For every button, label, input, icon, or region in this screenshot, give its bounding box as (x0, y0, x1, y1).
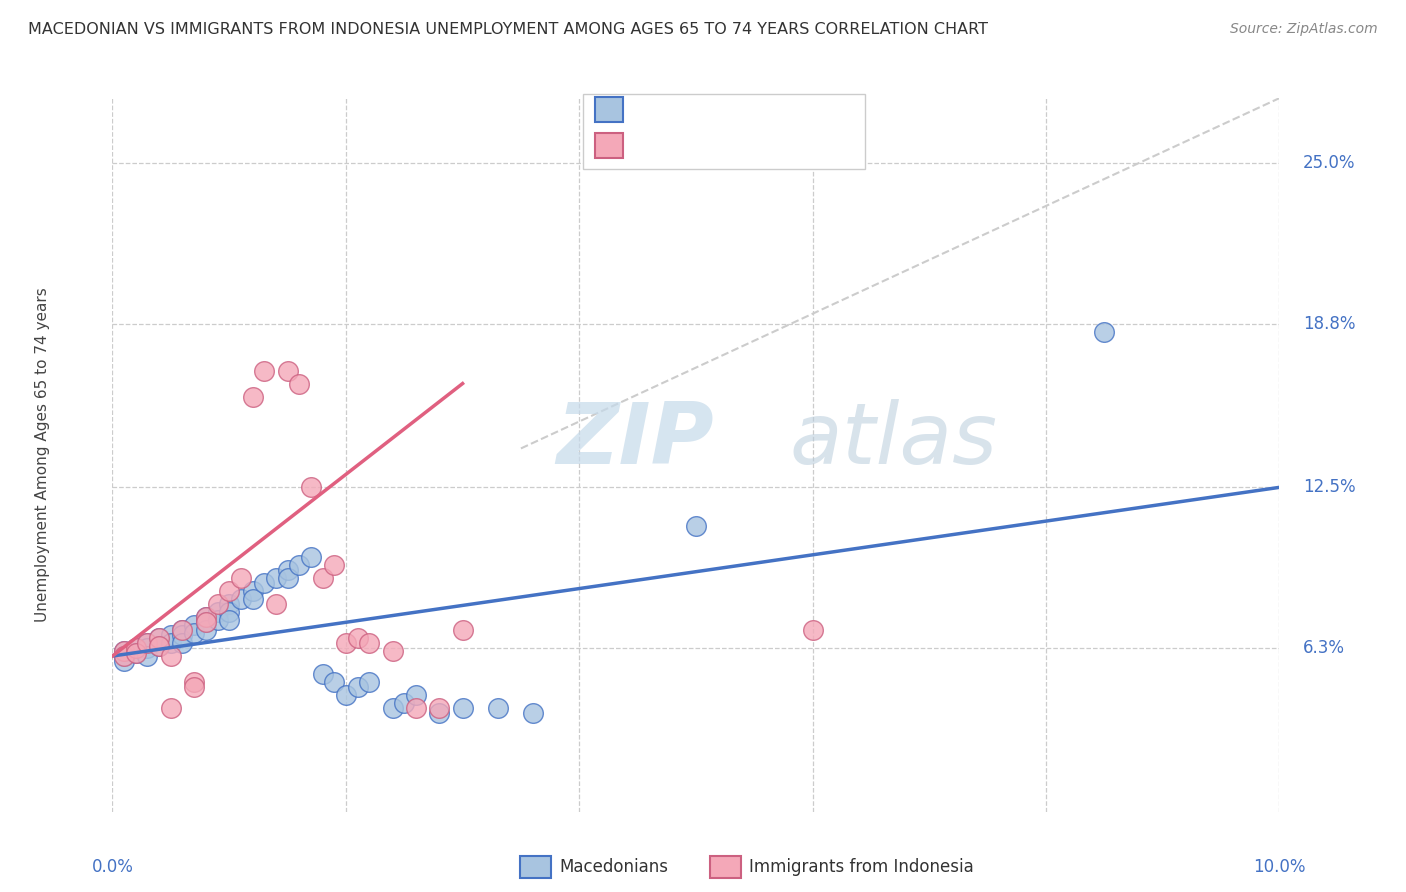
Point (311, 571, 333, 585)
Point (172, 623, 194, 637)
Text: R =  0.400   N = 33: R = 0.400 N = 33 (633, 136, 803, 154)
Point (160, 628, 183, 642)
Point (125, 647, 148, 661)
Point (264, 571, 287, 585)
Point (148, 639, 170, 653)
Text: 10.0%: 10.0% (1253, 858, 1306, 877)
Point (112, 648, 135, 663)
Point (242, 584, 264, 599)
Point (218, 605, 240, 619)
Point (242, 390, 264, 404)
Text: Macedonians: Macedonians (560, 858, 669, 876)
Point (183, 680, 205, 694)
Point (112, 654, 135, 668)
Point (194, 615, 217, 630)
Point (194, 623, 217, 637)
Point (1092, 325, 1115, 339)
Point (427, 701, 450, 715)
Text: 6.3%: 6.3% (1303, 640, 1344, 657)
Point (112, 644, 135, 658)
Point (218, 597, 240, 611)
Point (242, 591, 264, 606)
Point (207, 597, 229, 611)
Point (381, 701, 404, 715)
Point (405, 701, 427, 715)
Point (392, 696, 416, 710)
Point (288, 558, 311, 573)
Point (264, 597, 287, 611)
Point (288, 376, 311, 391)
Point (194, 610, 217, 624)
Point (685, 519, 707, 533)
Point (194, 610, 217, 624)
Point (160, 636, 183, 650)
Text: Unemployment Among Ages 65 to 74 years: Unemployment Among Ages 65 to 74 years (35, 287, 51, 623)
Point (172, 623, 194, 637)
Point (125, 641, 148, 656)
Point (183, 675, 205, 690)
Point (359, 636, 381, 650)
Text: 18.8%: 18.8% (1303, 315, 1355, 333)
Point (172, 628, 194, 642)
Point (451, 701, 474, 715)
Text: atlas: atlas (789, 399, 997, 483)
Point (323, 558, 346, 573)
Point (229, 591, 252, 606)
Point (112, 644, 135, 658)
Point (451, 623, 474, 637)
Point (148, 631, 170, 645)
Text: R =  0.366   N = 48: R = 0.366 N = 48 (633, 101, 803, 119)
Point (427, 706, 450, 720)
Point (136, 636, 159, 650)
Text: Source: ZipAtlas.com: Source: ZipAtlas.com (1230, 22, 1378, 37)
Point (253, 576, 276, 591)
Point (183, 618, 205, 632)
Point (346, 631, 368, 645)
Point (346, 680, 368, 694)
Point (136, 641, 159, 656)
Point (207, 605, 229, 619)
Point (359, 675, 381, 690)
Point (801, 623, 824, 637)
Point (299, 550, 322, 565)
Point (276, 563, 298, 577)
Point (160, 648, 183, 663)
Point (311, 667, 333, 681)
Point (253, 363, 276, 377)
Text: MACEDONIAN VS IMMIGRANTS FROM INDONESIA UNEMPLOYMENT AMONG AGES 65 TO 74 YEARS C: MACEDONIAN VS IMMIGRANTS FROM INDONESIA … (28, 22, 988, 37)
Text: 0.0%: 0.0% (91, 858, 134, 877)
Point (229, 571, 252, 585)
Point (299, 480, 322, 494)
Point (335, 636, 357, 650)
Point (276, 571, 298, 585)
Text: 12.5%: 12.5% (1303, 478, 1355, 496)
Point (218, 584, 240, 599)
Point (160, 701, 183, 715)
Text: Immigrants from Indonesia: Immigrants from Indonesia (749, 858, 974, 876)
Point (335, 688, 357, 702)
Point (125, 647, 148, 661)
Point (125, 641, 148, 656)
Point (148, 631, 170, 645)
Point (194, 615, 217, 630)
Point (381, 644, 404, 658)
Point (323, 675, 346, 690)
Point (148, 639, 170, 653)
Point (218, 613, 240, 627)
Point (136, 648, 159, 663)
Point (405, 688, 427, 702)
Text: 25.0%: 25.0% (1303, 154, 1355, 172)
Point (276, 363, 298, 377)
Point (486, 701, 509, 715)
Point (172, 636, 194, 650)
Point (136, 636, 159, 650)
Point (207, 613, 229, 627)
Text: ZIP: ZIP (555, 399, 714, 483)
Point (112, 648, 135, 663)
Point (522, 706, 544, 720)
Point (183, 625, 205, 640)
